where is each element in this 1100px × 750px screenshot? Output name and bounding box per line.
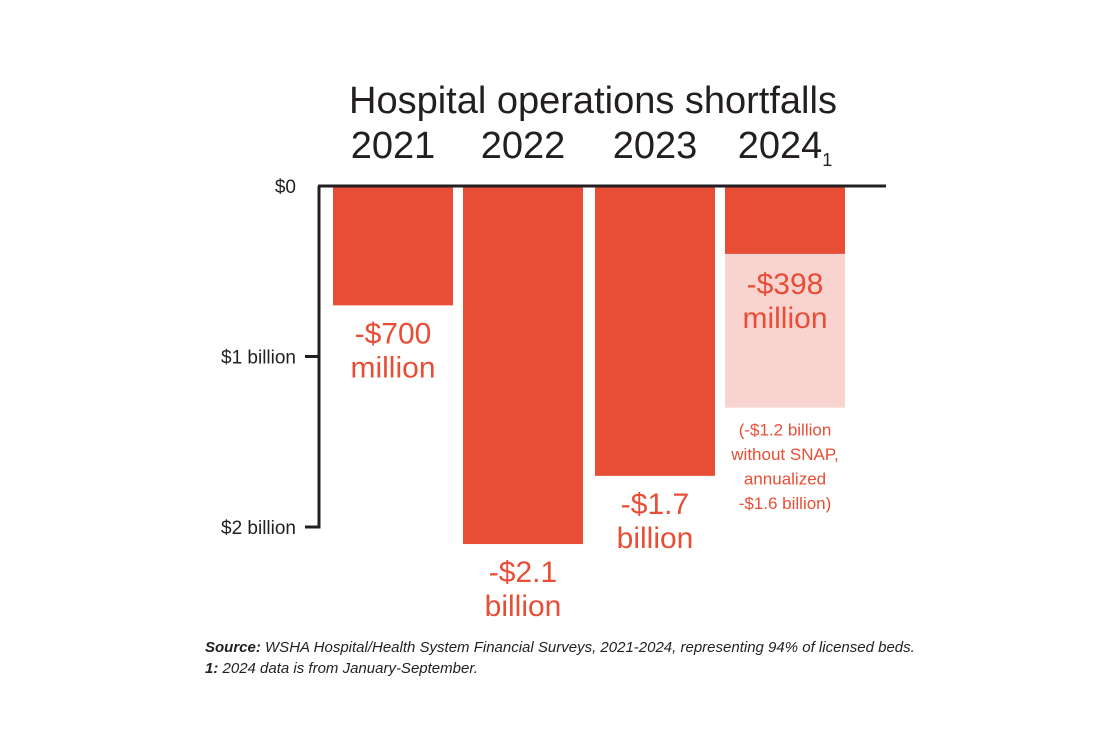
y-tick-label: $2 billion bbox=[221, 518, 296, 539]
footnote-lead: 1: bbox=[205, 660, 218, 677]
value-label-2021: -$700 million bbox=[350, 317, 435, 384]
year-label: 20241 bbox=[738, 125, 833, 170]
value-labels: -$700 million -$2.1 billion -$1.7 billion -$39… bbox=[350, 268, 838, 623]
year-label: 2021 bbox=[351, 125, 436, 167]
chart-title: Hospital operations shortfalls bbox=[349, 80, 837, 122]
source-lead: Source: bbox=[205, 639, 261, 656]
annualized-note: (-$1.2 billion without SNAP, annualized -$1… bbox=[730, 421, 838, 514]
y-tick-label: $0 bbox=[275, 177, 296, 198]
value-label-2024: -$398 million bbox=[742, 268, 827, 335]
bars bbox=[333, 186, 845, 545]
bar-2022 bbox=[463, 186, 583, 545]
footnote-marker: 1 bbox=[822, 150, 832, 170]
source-line: Source: WSHA Hospital/Health System Fina… bbox=[205, 639, 915, 656]
value-label-2022: -$2.1 billion bbox=[485, 556, 562, 623]
footnote-text: 2024 data is from January-September. bbox=[218, 660, 478, 677]
bar-2023 bbox=[595, 186, 715, 476]
source-text: WSHA Hospital/Health System Financial Su… bbox=[261, 639, 915, 656]
y-axis: $0 $1 billion $2 billion bbox=[221, 177, 886, 539]
footnote-line: 1: 2024 data is from January-September. bbox=[205, 660, 478, 677]
year-label: 2022 bbox=[481, 125, 566, 167]
y-tick-label: $1 billion bbox=[221, 348, 296, 369]
bar-2021 bbox=[333, 186, 453, 306]
year-label: 2023 bbox=[613, 125, 698, 167]
bar-2024 bbox=[725, 186, 845, 254]
value-label-2023: -$1.7 billion bbox=[617, 488, 694, 555]
year-labels: 2021 2022 2023 20241 bbox=[351, 125, 833, 170]
